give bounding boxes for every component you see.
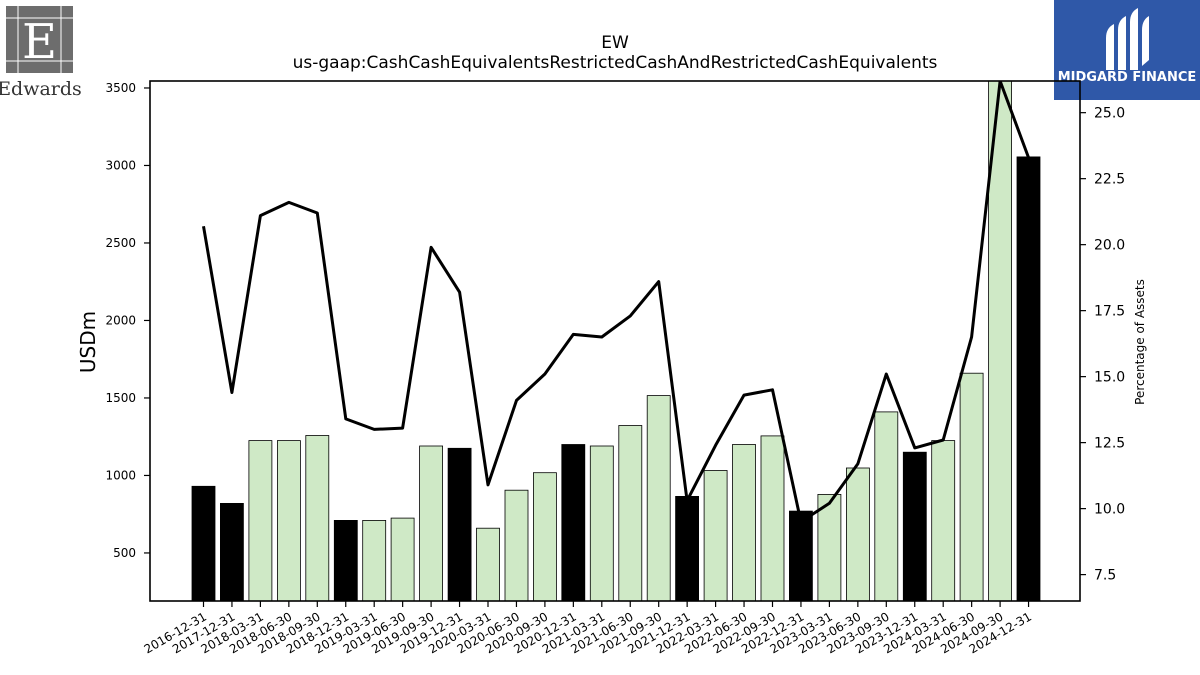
line-series: [202, 81, 1030, 524]
y2-tick-label: 12.5: [1094, 436, 1125, 452]
y-tick-label: 2000: [105, 313, 136, 327]
bar-2023-06-30: [846, 467, 870, 601]
bar-2023-09-30: [874, 411, 899, 601]
bar-2021-12-31: [675, 495, 699, 601]
bar-2024-03-31: [931, 440, 956, 601]
bar-2018-12-31: [333, 520, 358, 601]
midgard-finance-logo: MIDGARD FINANCE: [1054, 0, 1200, 100]
y-tick-label: 3000: [105, 158, 136, 172]
y2-tick-label: 17.5: [1094, 304, 1125, 320]
bar-2024-12-31: [1016, 156, 1041, 601]
bar-series: [191, 81, 1041, 601]
y-axis-label: USDm: [76, 311, 100, 373]
bar-2021-06-30: [618, 425, 643, 601]
svg-text:E: E: [22, 14, 57, 70]
edwards-logo: E Edwards: [0, 6, 82, 100]
y-tick-label: 2500: [105, 236, 136, 250]
y-tick-label: 3500: [105, 81, 136, 95]
plot-frame: [149, 80, 1081, 602]
chart-subtitle: us-gaap:CashCashEquivalentsRestrictedCas…: [293, 53, 938, 73]
chart-title: EW: [601, 33, 629, 53]
y2-tick-label: 10.0: [1094, 502, 1125, 518]
bar-2020-03-31: [476, 527, 500, 601]
y2-tick-label: 20.0: [1094, 238, 1125, 254]
y-tick-label: 500: [113, 546, 136, 560]
bar-2022-12-31: [789, 510, 813, 601]
y2-tick-label: 22.5: [1094, 172, 1125, 188]
bar-2020-09-30: [533, 472, 557, 601]
bar-2017-12-31: [219, 502, 244, 601]
bar-2023-12-31: [902, 451, 927, 601]
y-tick-label: 1000: [105, 468, 136, 482]
bar-2023-03-31: [817, 493, 842, 601]
y2-tick-label: 15.0: [1094, 370, 1125, 386]
bar-2019-06-30: [390, 517, 415, 601]
bar-2024-09-30: [988, 81, 1012, 601]
y2-tick-label: 25.0: [1094, 106, 1125, 122]
bar-2018-03-31: [248, 440, 273, 601]
bar-2022-03-31: [703, 470, 728, 601]
bar-2021-09-30: [646, 395, 671, 601]
edwards-logo-text: Edwards: [0, 78, 82, 100]
bar-2020-06-30: [504, 489, 529, 601]
bar-2018-06-30: [276, 440, 301, 601]
bar-2019-03-31: [362, 520, 387, 601]
y2-axis-label: Percentage of Assets: [1133, 279, 1147, 405]
bar-2019-09-30: [419, 445, 444, 601]
bar-2024-06-30: [959, 372, 984, 601]
bar-2018-09-30: [305, 435, 330, 601]
midgard-finance-logo-text: MIDGARD FINANCE: [1058, 70, 1197, 85]
bar-2020-12-31: [561, 444, 586, 601]
line-percentage-of-assets: [202, 81, 1030, 524]
bar-2022-09-30: [760, 435, 785, 601]
y2-tick-label: 7.5: [1094, 568, 1116, 584]
y-tick-label: 1500: [105, 391, 136, 405]
bar-2021-03-31: [589, 445, 614, 601]
bar-2016-12-31: [191, 485, 216, 601]
bar-2022-06-30: [732, 444, 756, 601]
bar-2019-12-31: [447, 447, 472, 601]
